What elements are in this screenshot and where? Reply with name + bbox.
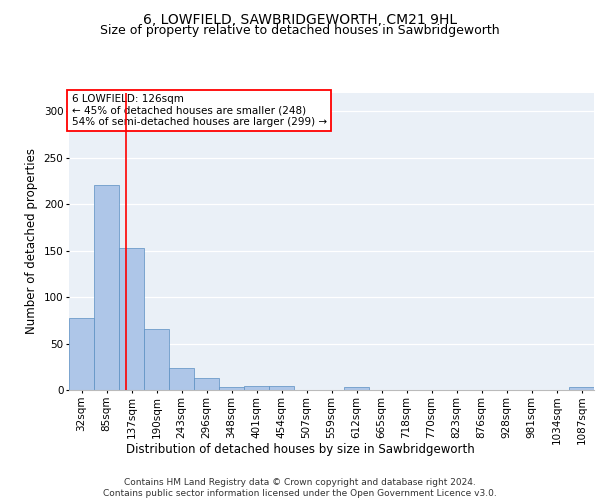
Text: Contains HM Land Registry data © Crown copyright and database right 2024.
Contai: Contains HM Land Registry data © Crown c… [103, 478, 497, 498]
Bar [344, 387, 369, 390]
Text: 6, LOWFIELD, SAWBRIDGEWORTH, CM21 9HL: 6, LOWFIELD, SAWBRIDGEWORTH, CM21 9HL [143, 12, 457, 26]
Y-axis label: Number of detached properties: Number of detached properties [25, 148, 38, 334]
Bar [69, 318, 94, 390]
Bar [144, 328, 169, 390]
Bar [569, 387, 594, 390]
Bar [269, 386, 294, 390]
Bar [119, 248, 144, 390]
Bar [94, 186, 119, 390]
Text: Size of property relative to detached houses in Sawbridgeworth: Size of property relative to detached ho… [100, 24, 500, 37]
Text: 6 LOWFIELD: 126sqm
← 45% of detached houses are smaller (248)
54% of semi-detach: 6 LOWFIELD: 126sqm ← 45% of detached hou… [71, 94, 327, 127]
Bar [194, 378, 219, 390]
Bar [244, 386, 269, 390]
Text: Distribution of detached houses by size in Sawbridgeworth: Distribution of detached houses by size … [125, 442, 475, 456]
Bar [219, 387, 244, 390]
Bar [169, 368, 194, 390]
